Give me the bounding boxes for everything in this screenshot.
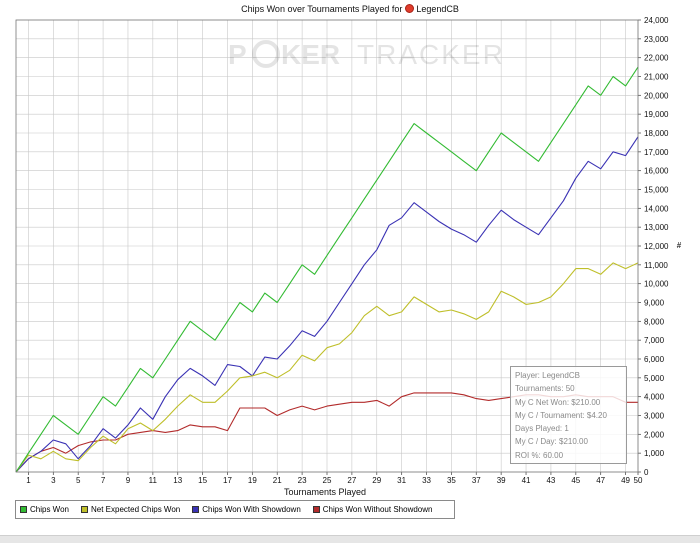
y-tick-label: 4,000 [644, 393, 665, 402]
y-tick-label: 22,000 [644, 54, 669, 63]
series-line-chips-won-with-showdown [15, 136, 639, 473]
watermark-middle: KER [281, 39, 340, 70]
x-tick-label: 39 [497, 476, 506, 485]
series-line-chips-won [15, 66, 639, 473]
x-tick-label: 5 [76, 476, 81, 485]
y-tick-label: 19,000 [644, 110, 669, 119]
chart-title-text: Chips Won over Tournaments Played for [241, 4, 403, 14]
legend-label-with-showdown: Chips Won With Showdown [202, 505, 301, 514]
legend-item-with-showdown[interactable]: Chips Won With Showdown [192, 505, 301, 514]
y-tick-label: 18,000 [644, 129, 669, 138]
x-tick-label: 41 [522, 476, 531, 485]
x-tick-label: 35 [447, 476, 456, 485]
x-tick-label: 29 [372, 476, 381, 485]
legend-item-chips-won[interactable]: Chips Won [20, 505, 69, 514]
watermark-chip-icon [252, 40, 280, 68]
y-tick-label: 21,000 [644, 73, 669, 82]
chart-title-player: LegendCB [416, 4, 459, 14]
y-tick-label: 23,000 [644, 35, 669, 44]
info-per-tournament: My C / Tournament: $4.20 [515, 410, 607, 420]
y-tick-labels: 0 1,000 2,000 3,000 4,000 5,000 6,000 7,000 8,00… [644, 16, 669, 477]
player-stats-box: Player: LegendCB Tournaments: 50 My C Ne… [510, 366, 627, 464]
y-tick-label: 6,000 [644, 355, 665, 364]
x-tick-label: 31 [397, 476, 406, 485]
legend-swatch-net-expected [80, 506, 88, 513]
x-tick-label: 21 [273, 476, 282, 485]
watermark-right: TRACKER [357, 39, 505, 70]
x-tick-label: 23 [298, 476, 307, 485]
legend-swatch-with-showdown [192, 506, 200, 513]
x-tick-label: 45 [571, 476, 580, 485]
chart-legend: Chips Won Net Expected Chips Won Chips W… [15, 500, 455, 519]
y-tick-label: 2,000 [644, 430, 665, 439]
x-tick-label: 33 [422, 476, 431, 485]
window-bottom-bar [0, 535, 700, 543]
watermark-left: P [228, 39, 247, 70]
x-tick-labels: 1 3 5 7 9 11 13 15 17 19 21 23 25 27 29 31 33 35 37 39 41 43 4… [26, 476, 643, 485]
legend-label-without-showdown: Chips Won Without Showdown [322, 505, 433, 514]
info-player: Player: LegendCB [515, 371, 580, 380]
info-roi: ROI %: 60.00 [515, 450, 564, 460]
x-tick-label: 49 [621, 476, 630, 485]
y-tick-label: 0 [644, 468, 649, 477]
y-tick-label: 15,000 [644, 186, 669, 195]
x-tick-label: 27 [347, 476, 356, 485]
x-tick-label: 47 [596, 476, 605, 485]
x-tick-label: 43 [546, 476, 555, 485]
x-tick-label: 13 [173, 476, 182, 485]
pokertracker-watermark: P KER TRACKER [228, 39, 505, 70]
y-tick-label: 11,000 [644, 261, 668, 270]
x-tick-label: 7 [101, 476, 106, 485]
y-tick-label: 13,000 [644, 223, 669, 232]
x-tick-label: 25 [323, 476, 332, 485]
y-axis-label: # [677, 241, 682, 250]
y-tick-label: 7,000 [644, 336, 665, 345]
y-tick-label: 24,000 [644, 16, 669, 25]
x-tick-label: 17 [223, 476, 232, 485]
x-tick-label: 9 [126, 476, 131, 485]
legend-item-without-showdown[interactable]: Chips Won Without Showdown [312, 505, 433, 514]
y-tick-label: 3,000 [644, 412, 665, 421]
legend-item-net-expected[interactable]: Net Expected Chips Won [80, 505, 181, 514]
x-tick-label: 3 [51, 476, 56, 485]
y-tick-label: 20,000 [644, 91, 669, 100]
y-tick-label: 8,000 [644, 317, 665, 326]
y-tick-label: 1,000 [644, 449, 665, 458]
y-tick-label: 12,000 [644, 242, 669, 251]
info-tournaments: Tournaments: 50 [515, 384, 575, 394]
chart-title: Chips Won over Tournaments Played for Leg… [0, 4, 700, 14]
axes [15, 19, 641, 475]
x-tick-label: 37 [472, 476, 481, 485]
y-tick-label: 17,000 [644, 148, 669, 157]
x-tick-label: 50 [634, 476, 643, 485]
plot-area-border [15, 19, 639, 473]
y-tick-label: 5,000 [644, 374, 665, 383]
y-tick-label: 9,000 [644, 299, 665, 308]
y-tick-label: 14,000 [644, 204, 669, 213]
x-axis-label: Tournaments Played [284, 487, 366, 497]
info-days-played: Days Played: 1 [515, 424, 569, 434]
x-tick-label: 1 [26, 476, 31, 485]
legend-label-chips-won: Chips Won [30, 505, 69, 514]
info-per-day: My C / Day: $210.00 [515, 437, 588, 447]
x-tick-label: 19 [248, 476, 257, 485]
legend-swatch-chips-won [20, 506, 27, 513]
info-net-won: My C Net Won: $210.00 [515, 397, 601, 407]
legend-swatch-without-showdown [312, 506, 320, 513]
y-tick-label: 10,000 [644, 280, 669, 289]
poker-chip-icon [405, 4, 415, 13]
x-tick-label: 11 [149, 476, 158, 485]
series-line-net-expected-chips-won [15, 262, 639, 473]
legend-label-net-expected: Net Expected Chips Won [90, 505, 181, 514]
y-tick-label: 16,000 [644, 167, 669, 176]
x-tick-label: 15 [198, 476, 207, 485]
